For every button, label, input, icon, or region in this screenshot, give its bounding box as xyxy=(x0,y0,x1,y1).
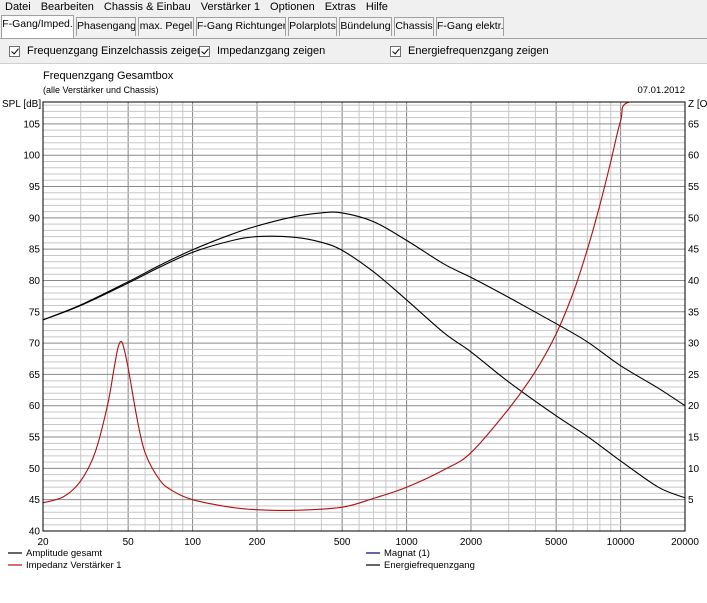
option-energiefrequenz-label: Energiefrequenzgang zeigen xyxy=(408,45,549,57)
menu-extras[interactable]: Extras xyxy=(324,1,356,13)
menu-verstaerker[interactable]: Verstärker 1 xyxy=(200,1,261,13)
x-tick-label: 10000 xyxy=(607,537,635,548)
y2-tick-label: 15 xyxy=(688,433,700,444)
menu-bar: Datei Bearbeiten Chassis & Einbau Verstä… xyxy=(0,0,707,14)
menu-chassis-einbau[interactable]: Chassis & Einbau xyxy=(103,1,191,13)
x-tick-label: 200 xyxy=(249,537,266,548)
y-tick-label: 105 xyxy=(23,119,40,130)
y-tick-label: 85 xyxy=(29,245,41,256)
menu-datei[interactable]: Datei xyxy=(5,1,31,13)
legend-label: Amplitude gesamt xyxy=(26,548,102,559)
y-tick-label: 100 xyxy=(23,151,40,162)
y-tick-label: 90 xyxy=(29,213,41,224)
series-line-impedanz-verst-rker-1 xyxy=(43,102,685,512)
y-tick-label: 95 xyxy=(29,182,41,193)
y2-tick-label: 45 xyxy=(688,245,700,256)
y2-tick-label: 35 xyxy=(688,307,700,318)
plot-frame xyxy=(42,101,686,532)
y-tick-label: 80 xyxy=(29,276,41,287)
y-tick-label: 50 xyxy=(29,464,41,475)
y2-tick-label: 40 xyxy=(688,276,700,287)
tab-fgang-richtungen[interactable]: F-Gang Richtungen xyxy=(196,17,286,36)
menu-optionen[interactable]: Optionen xyxy=(270,1,315,13)
chart-area: Frequenzgang Gesamtbox (alle Verstärker … xyxy=(0,64,707,600)
y2-tick-label: 60 xyxy=(688,151,700,162)
tab-fgang-imped[interactable]: F-Gang/Imped. xyxy=(1,15,74,38)
y-tick-label: 40 xyxy=(29,527,41,538)
checkbox-energiefrequenz[interactable] xyxy=(390,45,401,57)
menu-bearbeiten[interactable]: Bearbeiten xyxy=(40,1,94,13)
y2-tick-label: 30 xyxy=(688,339,700,350)
chart-series xyxy=(43,102,685,512)
y2-tick-label: 65 xyxy=(688,119,700,130)
tab-max-pegel[interactable]: max. Pegel xyxy=(138,17,194,36)
tab-bar: F-Gang/Imped. Phasengang max. Pegel F-Ga… xyxy=(0,14,707,39)
x-tick-label: 100 xyxy=(184,537,201,548)
tab-fgang-elektr[interactable]: F-Gang elektr. xyxy=(436,17,504,36)
checkbox-impedanz[interactable] xyxy=(199,45,210,57)
y2-axis-label: Z [O xyxy=(688,99,707,110)
option-energiefrequenz[interactable]: Energiefrequenzgang zeigen xyxy=(390,44,549,58)
x-tick-label: 500 xyxy=(334,537,351,548)
x-tick-label: 20 xyxy=(37,537,49,548)
option-einzelchassis-label: Frequenzgang Einzelchassis zeigen xyxy=(27,45,204,57)
x-tick-label: 1000 xyxy=(395,537,418,548)
y-tick-label: 55 xyxy=(29,433,41,444)
y-tick-label: 60 xyxy=(29,401,41,412)
chart-ticks: 20 50 100 200 500 1000 2000 5000 10000 20000 40 45 5… xyxy=(23,119,699,548)
chart-title: Frequenzgang Gesamtbox xyxy=(43,70,174,82)
y-tick-label: 70 xyxy=(29,339,41,350)
chart-subtitle: (alle Verstärker und Chassis) xyxy=(43,85,159,95)
y-tick-label: 45 xyxy=(29,495,41,506)
y2-tick-label: 25 xyxy=(688,370,700,381)
x-tick-label: 50 xyxy=(123,537,135,548)
tab-chassis[interactable]: Chassis xyxy=(394,17,434,36)
tab-phasengang[interactable]: Phasengang xyxy=(76,17,136,36)
y2-tick-label: 55 xyxy=(688,182,700,193)
x-tick-label: 5000 xyxy=(545,537,568,548)
series-line-amplitude-gesamt xyxy=(43,211,685,407)
menu-hilfe[interactable]: Hilfe xyxy=(365,1,388,13)
legend-label: Magnat (1) xyxy=(384,548,430,559)
tab-buendelung[interactable]: Bündelung xyxy=(339,17,392,36)
chart-date: 07.01.2012 xyxy=(637,85,685,96)
y-tick-label: 75 xyxy=(29,307,41,318)
tab-polarplots[interactable]: Polarplots xyxy=(288,17,337,36)
y2-tick-label: 20 xyxy=(688,401,700,412)
legend-label: Energiefrequenzgang xyxy=(384,560,475,571)
option-einzelchassis[interactable]: Frequenzgang Einzelchassis zeigen xyxy=(9,44,203,58)
option-impedanz-label: Impedanzgang zeigen xyxy=(217,45,326,57)
x-tick-label: 20000 xyxy=(671,537,699,548)
legend-label: Impedanz Verstärker 1 xyxy=(26,560,122,571)
series-line-energiefrequenzgang xyxy=(43,235,685,499)
x-tick-label: 2000 xyxy=(460,537,483,548)
frequency-response-chart: Frequenzgang Gesamtbox (alle Verstärker … xyxy=(2,70,707,571)
y2-tick-label: 10 xyxy=(688,464,700,475)
option-impedanz[interactable]: Impedanzgang zeigen xyxy=(199,44,325,58)
options-bar: Frequenzgang Einzelchassis zeigen Impeda… xyxy=(0,39,707,64)
y-axis-label: SPL [dB] xyxy=(2,99,41,110)
chart-grid xyxy=(42,102,686,531)
y-tick-label: 65 xyxy=(29,370,41,381)
y2-tick-label: 50 xyxy=(688,213,700,224)
checkbox-einzelchassis[interactable] xyxy=(9,45,20,57)
y2-tick-label: 5 xyxy=(688,495,694,506)
